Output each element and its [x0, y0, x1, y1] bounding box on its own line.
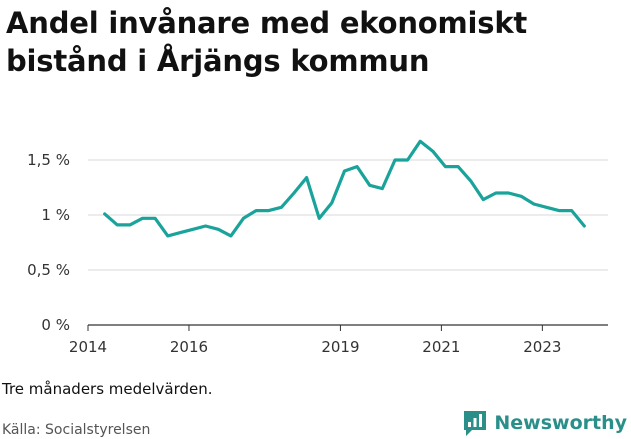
y-tick-label-3: 1,5 %: [27, 151, 70, 169]
x-tick-label-0: 2014: [69, 338, 107, 356]
x-tick-label-1: 2016: [170, 338, 208, 356]
x-tick-label-4: 2023: [523, 338, 561, 356]
grid-lines: [88, 159, 608, 326]
bar-chart-speech-bubble-icon: [464, 411, 487, 436]
x-tick-label-3: 2021: [422, 338, 460, 356]
chart-title: Andel invånare med ekonomiskt bistånd i …: [6, 6, 528, 78]
series-line-0: [103, 139, 586, 238]
series-lines: [103, 139, 586, 238]
y-axis-tick-labels: 0 % 0,5 % 1 % 1,5 %: [27, 151, 70, 334]
y-tick-label-1: 0,5 %: [27, 261, 70, 279]
source-credit: Källa: Socialstyrelsen: [2, 422, 151, 438]
brand-name: Newsworthy: [494, 412, 627, 434]
y-tick-label-2: 1 %: [41, 206, 70, 224]
x-axis: 2014 2016 2019 2021 2023: [69, 325, 561, 356]
y-tick-label-0: 0 %: [41, 316, 70, 334]
chart-note: Tre månaders medelvärden.: [2, 380, 213, 398]
brand-logo: Newsworthy: [462, 408, 627, 438]
x-tick-label-2: 2019: [321, 338, 359, 356]
